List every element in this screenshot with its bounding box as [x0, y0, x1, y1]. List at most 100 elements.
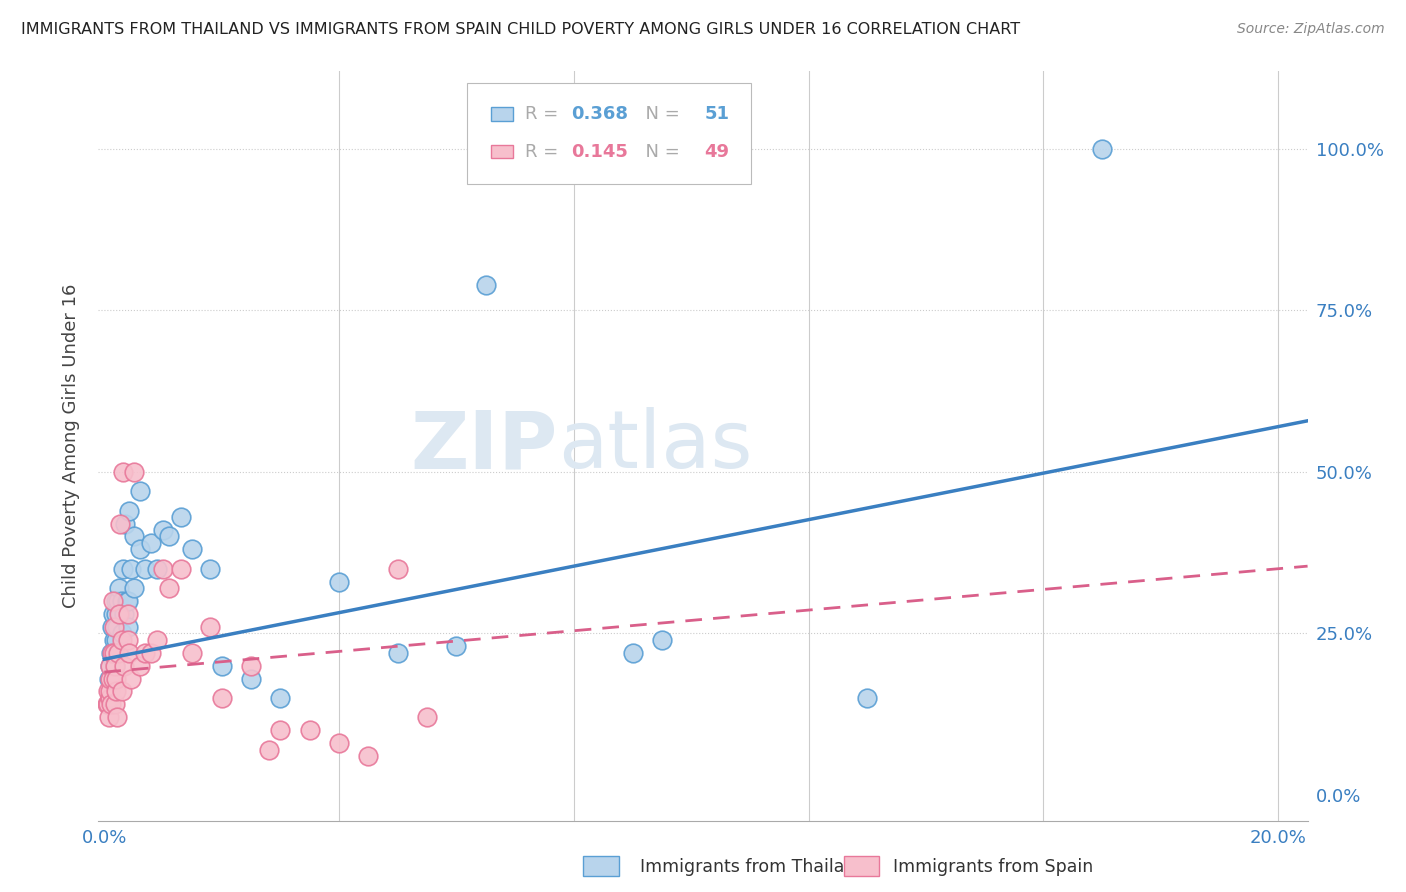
Text: Source: ZipAtlas.com: Source: ZipAtlas.com	[1237, 22, 1385, 37]
Point	[152, 523, 174, 537]
Point	[856, 690, 879, 705]
Point	[152, 562, 174, 576]
FancyBboxPatch shape	[492, 107, 513, 120]
Point	[98, 690, 121, 705]
Point	[446, 639, 468, 653]
Text: 0.368: 0.368	[571, 105, 628, 123]
Point	[105, 632, 128, 647]
Point	[111, 632, 134, 647]
Point	[120, 562, 142, 576]
Point	[105, 710, 128, 724]
Point	[104, 658, 127, 673]
Point	[101, 607, 124, 621]
Point	[621, 646, 644, 660]
Point	[269, 690, 291, 705]
Point	[146, 632, 169, 647]
Text: IMMIGRANTS FROM THAILAND VS IMMIGRANTS FROM SPAIN CHILD POVERTY AMONG GIRLS UNDE: IMMIGRANTS FROM THAILAND VS IMMIGRANTS F…	[21, 22, 1021, 37]
Point	[100, 698, 122, 712]
Point	[122, 529, 145, 543]
Point	[169, 562, 191, 576]
Point	[98, 710, 121, 724]
Point	[211, 690, 233, 705]
Point	[1091, 142, 1114, 156]
Point	[122, 465, 145, 479]
Point	[298, 723, 321, 738]
Point	[416, 710, 439, 724]
Point	[98, 672, 121, 686]
Point	[107, 646, 129, 660]
Point	[105, 594, 128, 608]
Point	[104, 658, 127, 673]
Point	[651, 632, 673, 647]
Text: 49: 49	[704, 143, 730, 161]
Point	[101, 652, 124, 666]
Text: R =: R =	[526, 105, 564, 123]
Point	[98, 658, 121, 673]
Point	[134, 562, 156, 576]
Point	[103, 646, 125, 660]
Point	[198, 620, 221, 634]
Point	[117, 594, 139, 608]
Point	[122, 581, 145, 595]
Point	[108, 607, 131, 621]
Point	[128, 484, 150, 499]
Point	[100, 646, 122, 660]
Point	[157, 529, 180, 543]
Text: N =: N =	[634, 105, 686, 123]
Point	[107, 646, 129, 660]
Point	[118, 503, 141, 517]
Point	[328, 574, 350, 589]
Point	[104, 698, 127, 712]
Point	[104, 620, 127, 634]
Text: atlas: atlas	[558, 407, 752, 485]
Point	[181, 646, 204, 660]
Point	[387, 562, 409, 576]
Point	[96, 698, 118, 712]
Text: ZIP: ZIP	[411, 407, 558, 485]
Point	[117, 620, 139, 634]
FancyBboxPatch shape	[492, 145, 513, 158]
Text: Immigrants from Thailand: Immigrants from Thailand	[640, 858, 866, 876]
Point	[141, 646, 163, 660]
Point	[240, 658, 263, 673]
Point	[105, 620, 128, 634]
Point	[101, 646, 124, 660]
Point	[108, 607, 131, 621]
Point	[128, 658, 150, 673]
Point	[146, 562, 169, 576]
Point	[169, 510, 191, 524]
Point	[103, 632, 125, 647]
Point	[97, 698, 120, 712]
Point	[211, 658, 233, 673]
Point	[98, 658, 121, 673]
Point	[198, 562, 221, 576]
Point	[112, 465, 135, 479]
Point	[103, 646, 125, 660]
Point	[112, 658, 135, 673]
Point	[101, 672, 124, 686]
Point	[157, 581, 180, 595]
Point	[105, 607, 128, 621]
Point	[105, 684, 128, 698]
Point	[107, 594, 129, 608]
Point	[112, 562, 135, 576]
Point	[141, 536, 163, 550]
Point	[108, 581, 131, 595]
Point	[117, 632, 139, 647]
Point	[328, 736, 350, 750]
Point	[475, 277, 498, 292]
Point	[111, 626, 134, 640]
Point	[357, 749, 380, 764]
Point	[387, 646, 409, 660]
Point	[120, 672, 142, 686]
Text: N =: N =	[634, 143, 686, 161]
Point	[240, 672, 263, 686]
Point	[101, 594, 124, 608]
Point	[112, 607, 135, 621]
Point	[105, 672, 128, 686]
Y-axis label: Child Poverty Among Girls Under 16: Child Poverty Among Girls Under 16	[62, 284, 80, 608]
Point	[98, 672, 121, 686]
Point	[103, 620, 125, 634]
Point	[114, 516, 136, 531]
Text: 0.145: 0.145	[571, 143, 628, 161]
